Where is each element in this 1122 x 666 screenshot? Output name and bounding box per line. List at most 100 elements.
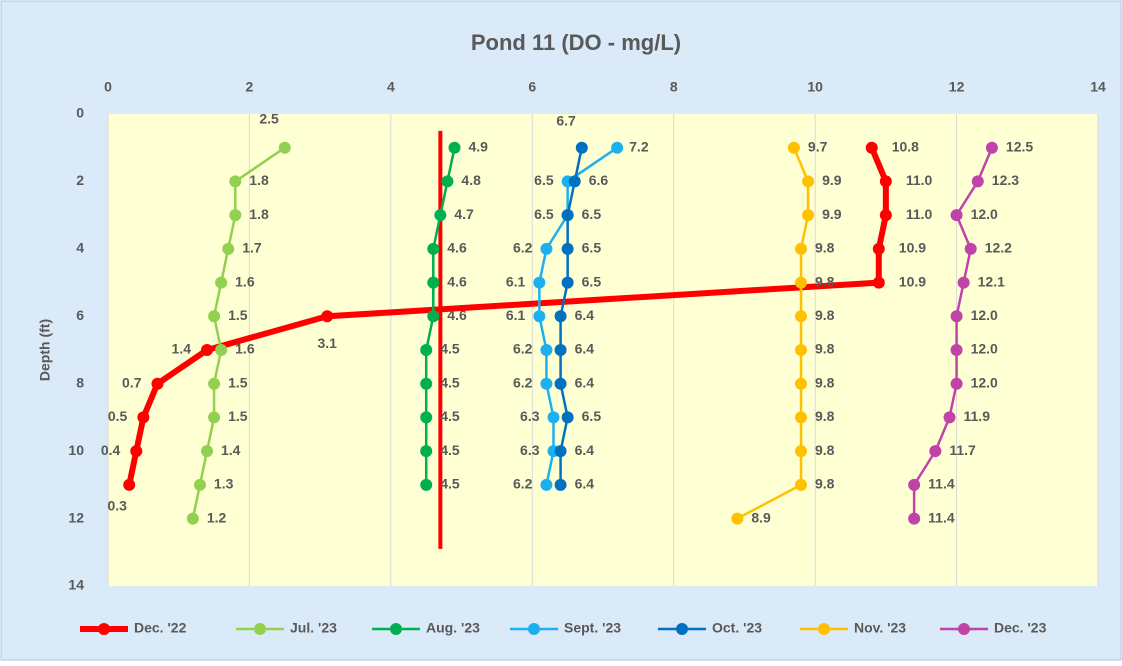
data-point (420, 377, 433, 390)
data-point (229, 175, 242, 188)
data-label: 6.4 (575, 307, 595, 323)
data-label: 9.8 (815, 408, 835, 424)
data-point (802, 209, 815, 222)
data-label: 1.6 (235, 273, 255, 289)
data-label: 4.8 (461, 172, 481, 188)
data-label: 9.9 (822, 206, 842, 222)
y-tick-label: 10 (68, 442, 84, 458)
data-label: 11.0 (906, 172, 933, 188)
data-point (929, 445, 942, 458)
data-label: 1.7 (242, 240, 262, 256)
data-point (193, 478, 206, 491)
data-label: 10.9 (899, 240, 926, 256)
data-point (554, 478, 567, 491)
data-point (540, 478, 553, 491)
data-point (448, 141, 461, 154)
data-label: 12.1 (978, 273, 1005, 289)
data-label: 9.8 (815, 273, 835, 289)
x-tick-label: 12 (949, 79, 965, 95)
data-label: 0.5 (108, 408, 128, 424)
data-label: 9.8 (815, 476, 835, 492)
data-label: 3.1 (317, 335, 337, 351)
x-tick-label: 6 (528, 79, 536, 95)
data-label: 6.1 (506, 273, 526, 289)
data-point (434, 209, 447, 222)
x-tick-label: 14 (1090, 79, 1106, 95)
data-point (575, 141, 588, 154)
data-label: 0.4 (101, 442, 121, 458)
data-point (540, 377, 553, 390)
data-point (427, 276, 440, 289)
data-point (943, 411, 956, 424)
data-point (547, 411, 560, 424)
legend-label: Nov. '23 (854, 620, 906, 636)
data-point (441, 175, 454, 188)
data-point (420, 445, 433, 458)
data-label: 6.5 (582, 240, 602, 256)
chart-title: Pond 11 (DO - mg/L) (471, 30, 681, 55)
data-point (554, 445, 567, 458)
data-point (186, 512, 199, 525)
data-label: 9.8 (815, 341, 835, 357)
data-label: 4.7 (454, 206, 474, 222)
data-point (568, 175, 581, 188)
data-label: 1.2 (207, 509, 227, 525)
data-point (561, 411, 574, 424)
data-point (802, 175, 815, 188)
data-label: 11.7 (949, 442, 976, 458)
data-label: 6.5 (534, 206, 554, 222)
data-label: 4.9 (469, 138, 489, 154)
legend-label: Dec. '22 (134, 620, 187, 636)
data-label: 1.4 (221, 442, 241, 458)
data-point (420, 478, 433, 491)
legend-label: Jul. '23 (290, 620, 337, 636)
data-label: 11.4 (928, 476, 955, 492)
data-point (201, 344, 213, 356)
data-point (908, 512, 921, 525)
plot-area (108, 114, 1098, 586)
x-tick-label: 4 (387, 79, 395, 95)
legend-marker (958, 623, 970, 635)
data-point (215, 276, 228, 289)
legend-label: Aug. '23 (426, 620, 480, 636)
data-point (533, 310, 546, 323)
data-label: 7.2 (629, 138, 649, 154)
data-label: 6.2 (513, 374, 533, 390)
data-point (420, 344, 433, 356)
data-label: 9.8 (815, 442, 835, 458)
y-tick-label: 0 (76, 105, 84, 121)
data-point (215, 344, 228, 356)
data-point (533, 276, 546, 289)
x-tick-label: 8 (670, 79, 678, 95)
data-label: 4.5 (440, 442, 460, 458)
data-point (561, 209, 574, 222)
data-point (208, 377, 221, 390)
data-label: 6.5 (534, 172, 554, 188)
data-point (795, 344, 807, 356)
data-point (229, 209, 242, 222)
legend-marker (818, 623, 830, 635)
data-label: 6.5 (582, 206, 602, 222)
data-point (985, 141, 998, 154)
data-label: 4.6 (447, 307, 467, 323)
y-tick-label: 12 (68, 509, 84, 525)
data-label: 6.4 (575, 476, 595, 492)
data-point (208, 411, 221, 424)
data-point (872, 276, 885, 289)
data-label: 9.8 (815, 240, 835, 256)
data-label: 6.2 (513, 240, 533, 256)
data-point (865, 141, 878, 154)
data-point (787, 141, 800, 154)
data-point (321, 310, 334, 323)
legend-label: Oct. '23 (712, 620, 762, 636)
data-label: 9.8 (815, 374, 835, 390)
data-label: 11.0 (906, 206, 933, 222)
data-label: 6.3 (520, 408, 540, 424)
data-label: 1.6 (235, 341, 255, 357)
y-axis-label: Depth (ft) (37, 319, 53, 381)
data-point (879, 209, 892, 222)
data-label: 1.8 (249, 206, 269, 222)
legend-marker (254, 623, 266, 635)
legend-marker (390, 623, 402, 635)
data-point (964, 242, 977, 255)
